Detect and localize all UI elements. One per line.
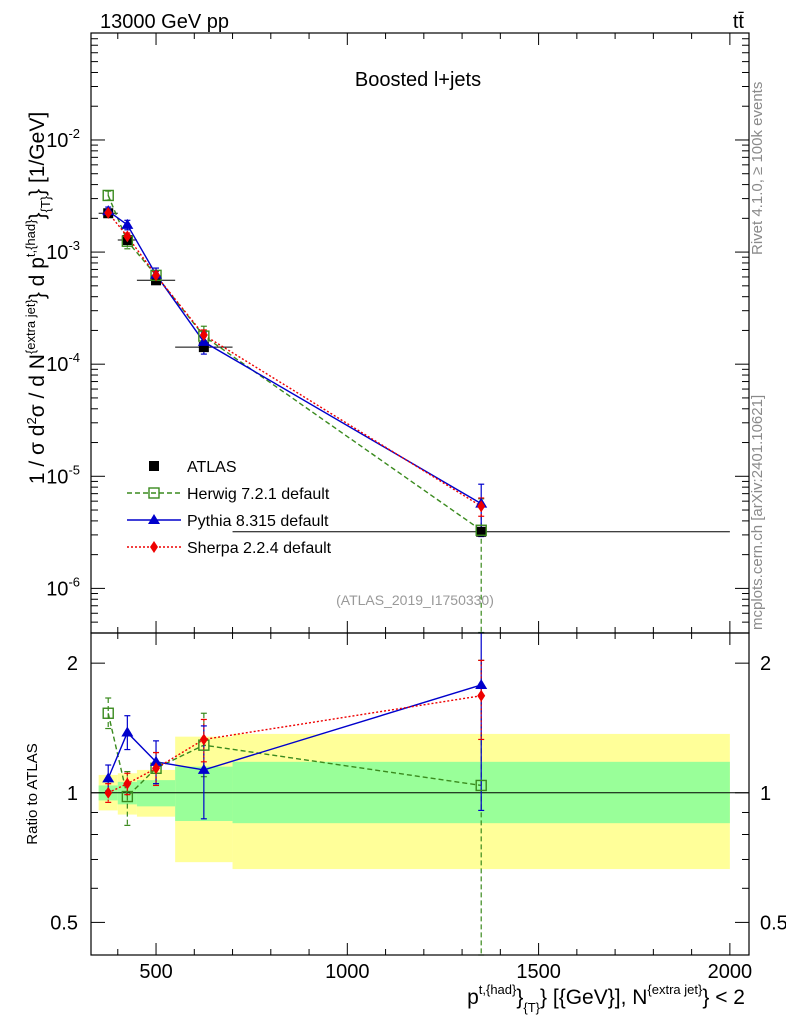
main-panel: 10-2 10-3 10-4 10-5 10-6 Boosted l+jets (ATL… <box>46 32 750 634</box>
herwig-line <box>107 195 482 531</box>
side-rivet: Rivet 4.1.0, ≥ 100k events <box>749 82 766 255</box>
sherpa-line <box>107 212 482 507</box>
ratio-panel: 500 1000 1500 2000 0.5 0.5 1 1 2 2 <box>50 632 786 983</box>
atlas-point <box>198 342 209 353</box>
main-ytick-label: 10-5 <box>46 462 80 488</box>
herwig-point <box>475 524 487 536</box>
sherpa-ratio-point <box>104 786 113 799</box>
ratio-ytick-label-left: 2 <box>67 653 78 675</box>
legend-label-herwig: Herwig 7.2.1 default <box>187 486 330 503</box>
pythia-ratio-point <box>197 763 210 774</box>
sherpa-ratio-point <box>152 762 161 775</box>
ratio-ytick-label-right: 0.5 <box>760 912 786 934</box>
sherpa-point <box>123 230 132 243</box>
side-mcplots: mcplots.cern.ch [arXiv:2401.10621] <box>749 395 766 630</box>
ratio-ytick-label-left: 0.5 <box>50 912 78 934</box>
ratio-ylabel: Ratio to ATLAS <box>24 743 41 844</box>
main-title: Boosted l+jets <box>355 69 481 91</box>
sherpa-ratio-point <box>123 777 132 790</box>
herwig-ratio-point <box>102 707 114 719</box>
legend-label-pythia: Pythia 8.315 default <box>187 513 329 530</box>
main-ytick-label: 10-6 <box>46 574 80 600</box>
sherpa-point <box>104 206 113 219</box>
main-ytick-label: 10-2 <box>46 126 80 152</box>
header-left: 13000 GeV pp <box>100 11 229 33</box>
herwig-point <box>102 189 114 202</box>
legend-marker-atlas <box>149 461 159 471</box>
main-ytick-label: 10-4 <box>46 350 80 376</box>
legend-label-atlas: ATLAS <box>187 459 237 476</box>
pythia-line <box>107 210 482 505</box>
ratio-ytick-label-right: 1 <box>760 783 771 805</box>
pythia-ratio-point <box>102 772 115 783</box>
herwig-ratio-line <box>107 713 482 798</box>
herwig-ratio-point <box>475 779 487 792</box>
legend-marker-sherpa <box>150 541 158 553</box>
ratio-ytick-label-right: 2 <box>760 653 771 675</box>
ratio-ytick-label-left: 1 <box>67 783 78 805</box>
ratio-xtick-label: 1500 <box>516 961 561 983</box>
legend-label-sherpa: Sherpa 2.2.4 default <box>187 540 332 557</box>
sherpa-point <box>152 269 161 282</box>
legend: ATLAS Herwig 7.2.1 default Pythia 8.315 de… <box>127 459 332 557</box>
ratio-xtick-label: 1000 <box>325 961 370 983</box>
pythia-ratio-point <box>150 755 163 766</box>
watermark: (ATLAS_2019_I1750330) <box>336 592 494 608</box>
legend-marker-pythia <box>148 514 160 524</box>
pythia-ratio-point <box>121 726 134 737</box>
pythia-ratio-point <box>475 678 488 689</box>
pythia-point <box>121 218 134 229</box>
main-ytick-label: 10-3 <box>46 238 80 264</box>
main-ylabel: 1 / σ d2σ / d N{extra jet}} d pt,{had}}{… <box>23 112 53 484</box>
sherpa-point <box>477 500 486 513</box>
atlas-point <box>476 526 487 537</box>
legend-marker-herwig <box>148 487 160 499</box>
sherpa-ratio-point <box>477 689 486 702</box>
ratio-xtick-label: 2000 <box>708 961 753 983</box>
ratio-xtick-label: 500 <box>139 961 172 983</box>
sherpa-ratio-point <box>199 733 208 746</box>
ratio-xlabel: pt,{had}}{T}} [{GeV}], N{extra jet}} < 2 <box>467 982 745 1015</box>
sherpa-point <box>199 329 208 342</box>
header-right: tt̄ <box>733 11 745 33</box>
herwig-ratio-point <box>121 790 134 803</box>
ratio-frame <box>90 632 750 956</box>
